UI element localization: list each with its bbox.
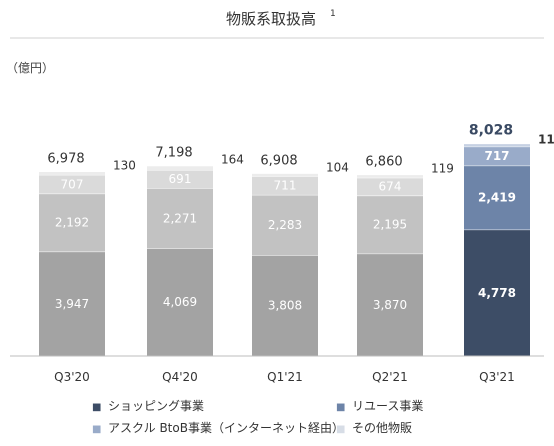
other-label-Q2'21: 119 <box>431 162 454 176</box>
other-label-Q4'20: 164 <box>221 153 244 167</box>
bar-segment-Q4'20-1 <box>147 188 213 249</box>
bar-segment-Q4'20-3 <box>147 165 213 171</box>
chart-title: 物販系取扱高 <box>226 10 316 28</box>
segment-label-Q4'20-1: 2,271 <box>163 211 197 225</box>
other-label-Q1'21: 104 <box>326 160 349 174</box>
total-label-Q3'21: 8,028 <box>469 123 513 139</box>
legend-label-0: ショッピング事業 <box>108 399 204 413</box>
bar-segment-Q3'20-1 <box>39 193 105 252</box>
x-ticks-group: Q3'20 Q4'20 Q1'21 Q2'21 Q3'21 <box>54 370 515 384</box>
bar-segment-Q1'21-1 <box>252 194 318 256</box>
segment-label-Q3'21-0: 4,778 <box>478 286 516 300</box>
bar-segment-Q3'20-2 <box>39 174 105 194</box>
bar-segment-Q3'21-3 <box>464 143 530 147</box>
bar-segment-Q1'21-2 <box>252 176 318 195</box>
bar-segment-Q3'21-2 <box>464 146 530 166</box>
segment-label-Q1'21-0: 3,808 <box>268 299 302 313</box>
total-label-Q1'21: 6,908 <box>260 153 297 168</box>
x-tick-Q3'21: Q3'21 <box>479 370 515 384</box>
segment-label-Q4'20-2: 691 <box>169 172 192 186</box>
segment-label-Q1'21-2: 711 <box>274 178 297 192</box>
x-tick-Q4'20: Q4'20 <box>162 370 198 384</box>
bar-segment-Q3'21-0 <box>464 229 530 356</box>
legend-marker-1: ■ <box>336 402 345 413</box>
chart-title-superscript: 1 <box>330 9 336 19</box>
bar-segment-Q2'21-1 <box>357 195 423 254</box>
legend: ■ ショッピング事業 ■ リユース事業■ アスクル BtoB事業（インターネット経由）■… <box>92 399 423 435</box>
x-tick-Q3'20: Q3'20 <box>54 370 90 384</box>
legend-marker-2: ■ <box>92 424 101 435</box>
total-label-Q3'20: 6,978 <box>47 151 84 166</box>
other-label-Q3'21: 113 <box>538 133 554 147</box>
total-label-Q4'20: 7,198 <box>155 146 192 161</box>
bar-segment-Q4'20-2 <box>147 170 213 189</box>
bars-group: 3,947 2,192 707 130 6,978 4,069 2,271 691 164 7,1… <box>39 123 554 356</box>
bar-segment-Q3'20-3 <box>39 171 105 175</box>
bar-segment-Q2'21-0 <box>357 253 423 356</box>
segment-label-Q3'20-0: 3,947 <box>55 297 89 311</box>
legend-label-2: アスクル BtoB事業（インターネット経由） <box>108 421 344 435</box>
segment-label-Q1'21-1: 2,283 <box>268 218 302 232</box>
unit-label: （億円） <box>6 61 54 75</box>
bar-segment-Q3'21-1 <box>464 165 530 230</box>
segment-label-Q3'21-2: 717 <box>484 149 509 163</box>
bar-segment-Q1'21-0 <box>252 255 318 356</box>
segment-label-Q3'21-1: 2,419 <box>478 191 516 205</box>
segment-label-Q2'21-0: 3,870 <box>373 298 407 312</box>
other-label-Q3'20: 130 <box>113 158 136 172</box>
x-tick-Q1'21: Q1'21 <box>267 370 303 384</box>
legend-marker-0: ■ <box>92 402 101 413</box>
bar-segment-Q1'21-3 <box>252 173 318 177</box>
x-tick-Q2'21: Q2'21 <box>372 370 408 384</box>
total-label-Q2'21: 6,860 <box>365 155 402 170</box>
legend-label-1: リユース事業 <box>352 399 423 413</box>
bar-segment-Q3'20-0 <box>39 251 105 356</box>
segment-label-Q2'21-1: 2,195 <box>373 218 407 232</box>
segment-label-Q4'20-0: 4,069 <box>163 295 197 309</box>
bar-segment-Q2'21-2 <box>357 177 423 196</box>
segment-label-Q3'20-1: 2,192 <box>55 216 89 230</box>
bar-segment-Q2'21-3 <box>357 174 423 178</box>
segment-label-Q2'21-2: 674 <box>379 180 402 194</box>
segment-label-Q3'20-2: 707 <box>61 177 84 191</box>
bar-segment-Q4'20-0 <box>147 248 213 356</box>
legend-label-3: その他物販 <box>352 421 412 435</box>
legend-marker-3: ■ <box>336 424 345 435</box>
